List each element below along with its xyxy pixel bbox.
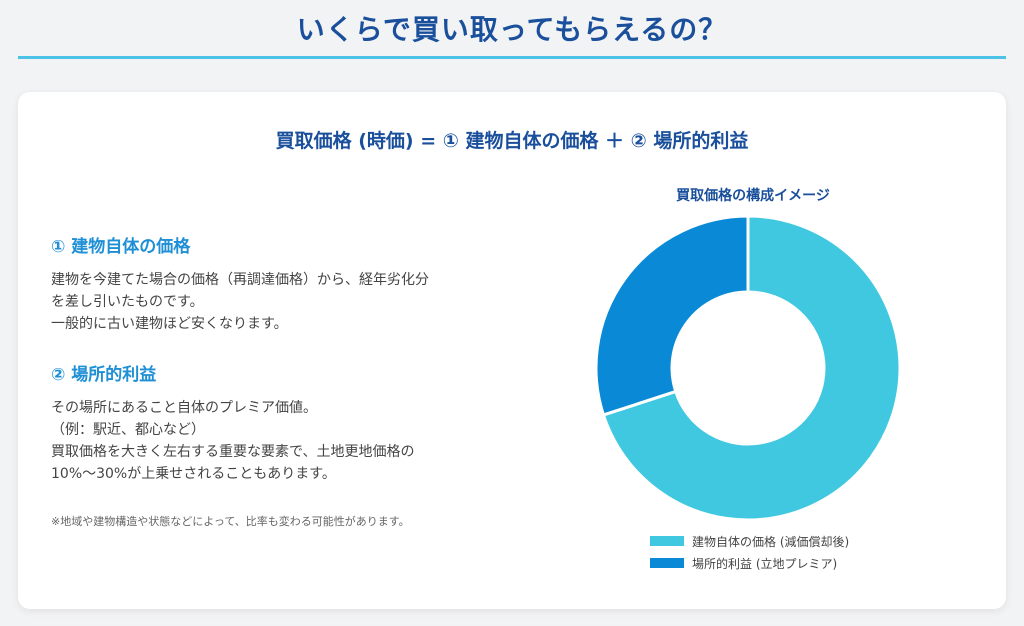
price-formula: 買取価格 (時価) = ① 建物自体の価格 ＋ ② 場所的利益 — [275, 130, 749, 152]
footnote: ※地域や建物構造や状態などによって、比率も変わる可能性があります。 — [51, 515, 410, 528]
legend-item-location: 場所的利益 (立地プレミア) — [650, 552, 849, 574]
section-body: 建物を今建てた場合の価格（再調達価格）から、経年劣化分 を差し引いたものです。 … — [51, 269, 521, 335]
body-line: 一般的に古い建物ほど安くなります。 — [51, 316, 288, 332]
body-line: 建物を今建てた場合の価格（再調達価格）から、経年劣化分 — [51, 272, 429, 288]
body-line: 10%〜30%が上乗せされることもあります。 — [51, 466, 336, 482]
body-line: その場所にあること自体のプレミア価値。 — [51, 400, 317, 416]
section-heading: ② 場所的利益 — [51, 365, 157, 385]
section-heading: ① 建物自体の価格 — [51, 237, 191, 257]
title-underline — [18, 56, 1006, 59]
donut-chart — [594, 214, 902, 522]
body-line: （例：駅近、都心など） — [51, 422, 205, 438]
section-building-price: ① 建物自体の価格 建物を今建てた場合の価格（再調達価格）から、経年劣化分 を差… — [51, 232, 521, 335]
page-title: いくらで買い取ってもらえるの？ — [296, 13, 728, 46]
section-body: その場所にあること自体のプレミア価値。 （例：駅近、都心など） 買取価格を大きく… — [51, 397, 521, 485]
legend-item-building: 建物自体の価格 (減価償却後) — [650, 530, 849, 552]
body-line: 買取価格を大きく左右する重要な要素で、土地更地価格の — [51, 444, 415, 460]
content-card: 買取価格 (時価) = ① 建物自体の価格 ＋ ② 場所的利益 ① 建物自体の価… — [18, 92, 1006, 609]
legend-label: 建物自体の価格 (減価償却後) — [692, 534, 850, 549]
legend-swatch — [650, 558, 684, 568]
section-location-benefit: ② 場所的利益 その場所にあること自体のプレミア価値。 （例：駅近、都心など） … — [51, 360, 521, 485]
legend-label: 場所的利益 (立地プレミア) — [692, 556, 838, 571]
chart-legend: 建物自体の価格 (減価償却後) 場所的利益 (立地プレミア) — [650, 530, 849, 574]
slice-building-price — [601, 214, 902, 522]
slice-location-benefit — [594, 214, 750, 417]
chart-title: 買取価格の構成イメージ — [676, 188, 830, 204]
body-line: を差し引いたものです。 — [51, 294, 204, 310]
legend-swatch — [650, 536, 684, 546]
